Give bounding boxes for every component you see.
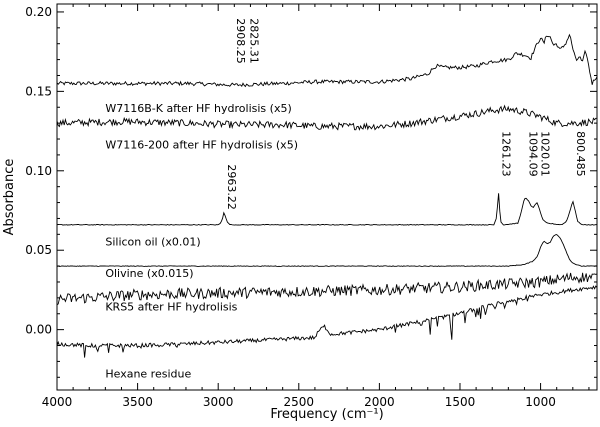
peak-annotation: 2908.25 [234,18,247,64]
series-label-krs5-after-hf-hydrolisis: KRS5 after HF hydrolisis [105,301,237,314]
peak-annotation: 1261.23 [500,131,513,177]
peak-annotation: 2963.22 [225,164,238,210]
x-tick-label: 2500 [284,395,315,409]
series-layer [56,33,598,358]
series-label-layer: W7116B-K after HF hydrolisis (x5) W7116-2… [105,102,298,380]
peak-annotation: 800.485 [574,131,587,177]
x-axis-label: Frequency (cm⁻¹) [270,407,383,422]
y-tick-label: 0.20 [25,5,52,19]
series-label-hexane-residue: Hexane residue [105,367,191,380]
x-tick-label: 1500 [445,395,476,409]
series-label-silicon-oil-x0-01: Silicon oil (x0.01) [105,235,200,248]
series-line-w7116-200-after-hf-hydrolisis-x5 [56,104,597,131]
y-axis-label: Absorbance [2,159,17,236]
x-tick-label: 1000 [525,395,556,409]
y-axis-ticks: 0.00 0.05 0.10 0.15 0.20 [25,5,597,378]
series-line-krs5-after-hf-hydrolisis [56,272,598,306]
x-tick-label: 3500 [122,395,153,409]
peak-annotation: 1094.09 [526,131,539,177]
series-line-hexane-residue [56,285,598,358]
peak-annotation: 2825.31 [247,18,260,64]
plot-frame [56,3,598,391]
y-tick-label: 0.05 [25,243,52,257]
x-tick-label: 3000 [203,395,234,409]
y-tick-label: 0.15 [25,84,52,98]
plot-area-border [56,3,598,391]
x-tick-label: 2000 [364,395,395,409]
series-line-w7116b-k-after-hf-hydrolisis-x5 [56,33,598,88]
x-tick-label: 4000 [42,395,73,409]
peak-annotation: 1020.01 [538,131,551,177]
x-axis-ticks: 4000 3500 3000 2500 2000 1500 1000 [42,4,590,409]
series-line-olivine-x0-015 [56,233,598,267]
series-label-olivine-x0-015: Olivine (x0.015) [105,267,193,280]
series-line-silicon-oil-x0-01 [56,193,598,226]
series-label-w7116b-k-after-hf-hydrolisis-x5: W7116B-K after HF hydrolisis (x5) [105,102,291,115]
series-label-w7116-200-after-hf-hydrolisis-x5: W7116-200 after HF hydrolisis (x5) [105,139,298,152]
y-tick-label: 0.10 [25,164,52,178]
y-tick-label: 0.00 [25,323,52,337]
